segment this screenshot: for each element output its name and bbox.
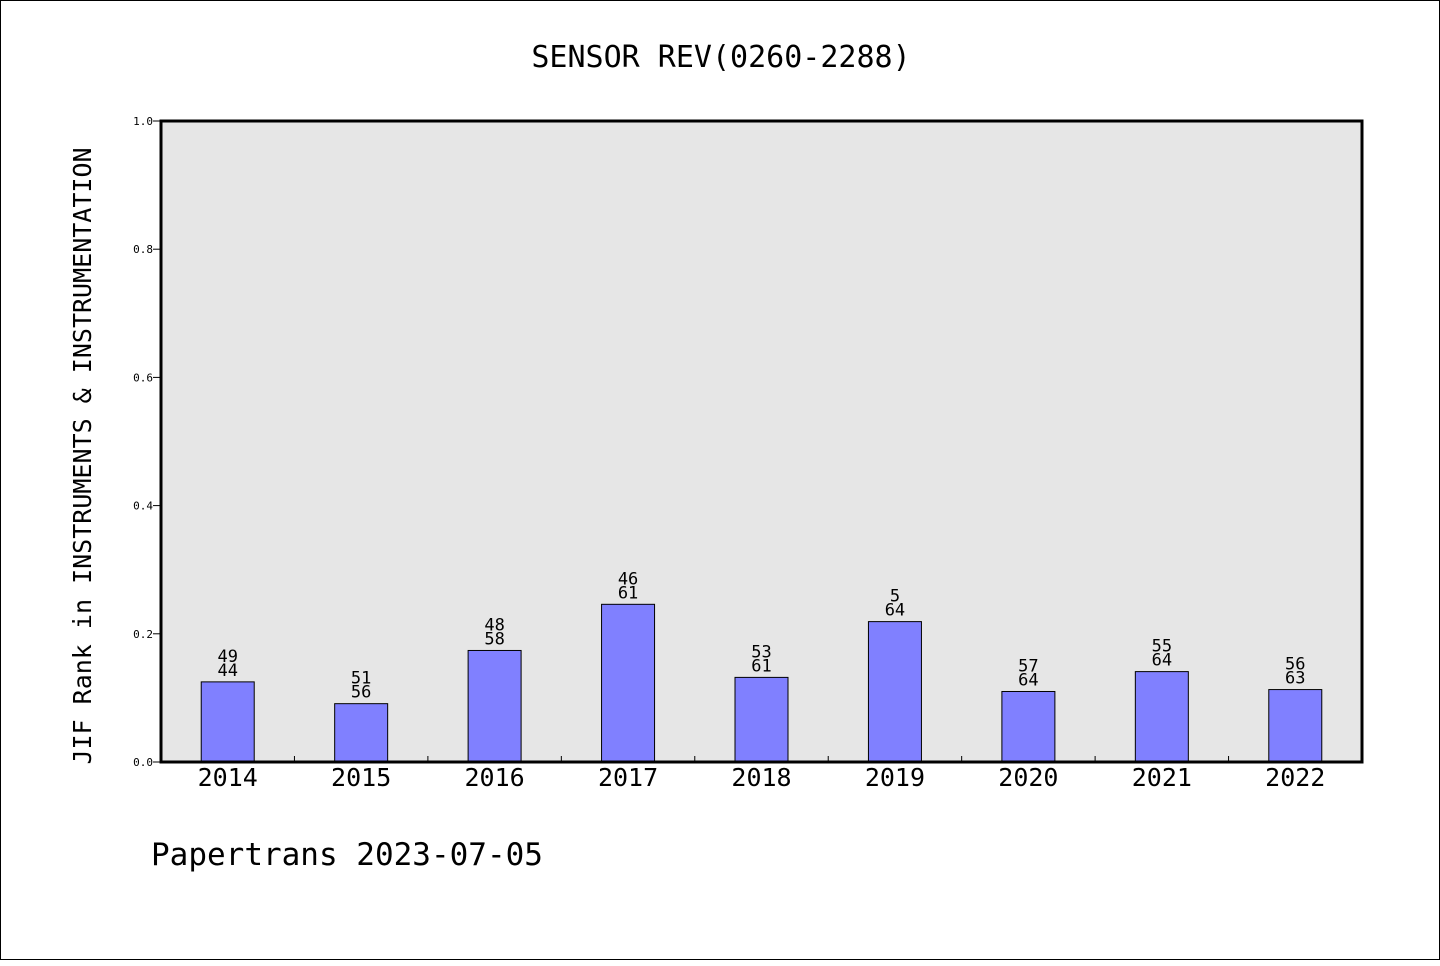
bar-label-bottom: 64 xyxy=(1018,670,1038,690)
bar-label-bottom: 56 xyxy=(351,683,371,703)
chart-title: SENSOR REV(0260-2288) xyxy=(531,40,910,75)
x-tick-label: 2022 xyxy=(1265,763,1325,792)
footer-text: Papertrans 2023-07-05 xyxy=(151,837,543,873)
y-tick-label: 0.6 xyxy=(133,371,153,384)
bar-label-bottom: 64 xyxy=(885,601,905,621)
y-tick-label: 1.0 xyxy=(133,115,153,128)
y-tick-label: 0.0 xyxy=(133,756,153,769)
bar-label-bottom: 64 xyxy=(1152,651,1172,671)
x-tick-label: 2014 xyxy=(198,763,258,792)
x-tick-label: 2020 xyxy=(998,763,1058,792)
bar-2021 xyxy=(1135,672,1188,762)
bar-label-bottom: 61 xyxy=(618,583,638,603)
bar-label-bottom: 58 xyxy=(484,629,504,649)
bar-2020 xyxy=(1002,691,1055,762)
bar-2017 xyxy=(602,604,655,762)
bar-2022 xyxy=(1269,690,1322,762)
bar-label-bottom: 61 xyxy=(751,656,771,676)
bar-label-bottom: 44 xyxy=(217,661,237,681)
x-tick-label: 2015 xyxy=(331,763,391,792)
y-axis-label: JIF Rank in INSTRUMENTS & INSTRUMENTATIO… xyxy=(68,147,97,764)
x-tick-label: 2021 xyxy=(1132,763,1192,792)
x-tick-label: 2018 xyxy=(731,763,791,792)
x-tick-label: 2016 xyxy=(465,763,525,792)
bar-2018 xyxy=(735,677,788,762)
bar-2014 xyxy=(201,682,254,762)
y-tick-label: 0.4 xyxy=(133,500,153,513)
y-tick-label: 0.2 xyxy=(133,628,153,641)
bar-2015 xyxy=(335,704,388,762)
chart-svg: SENSOR REV(0260-2288) JIF Rank in INSTRU… xyxy=(1,1,1440,961)
bar-2016 xyxy=(468,650,521,762)
chart-frame: SENSOR REV(0260-2288) JIF Rank in INSTRU… xyxy=(0,0,1440,960)
x-tick-label: 2017 xyxy=(598,763,658,792)
bar-2019 xyxy=(868,622,921,762)
y-tick-label: 0.8 xyxy=(133,243,153,256)
x-tick-label: 2019 xyxy=(865,763,925,792)
bar-label-bottom: 63 xyxy=(1285,669,1305,689)
